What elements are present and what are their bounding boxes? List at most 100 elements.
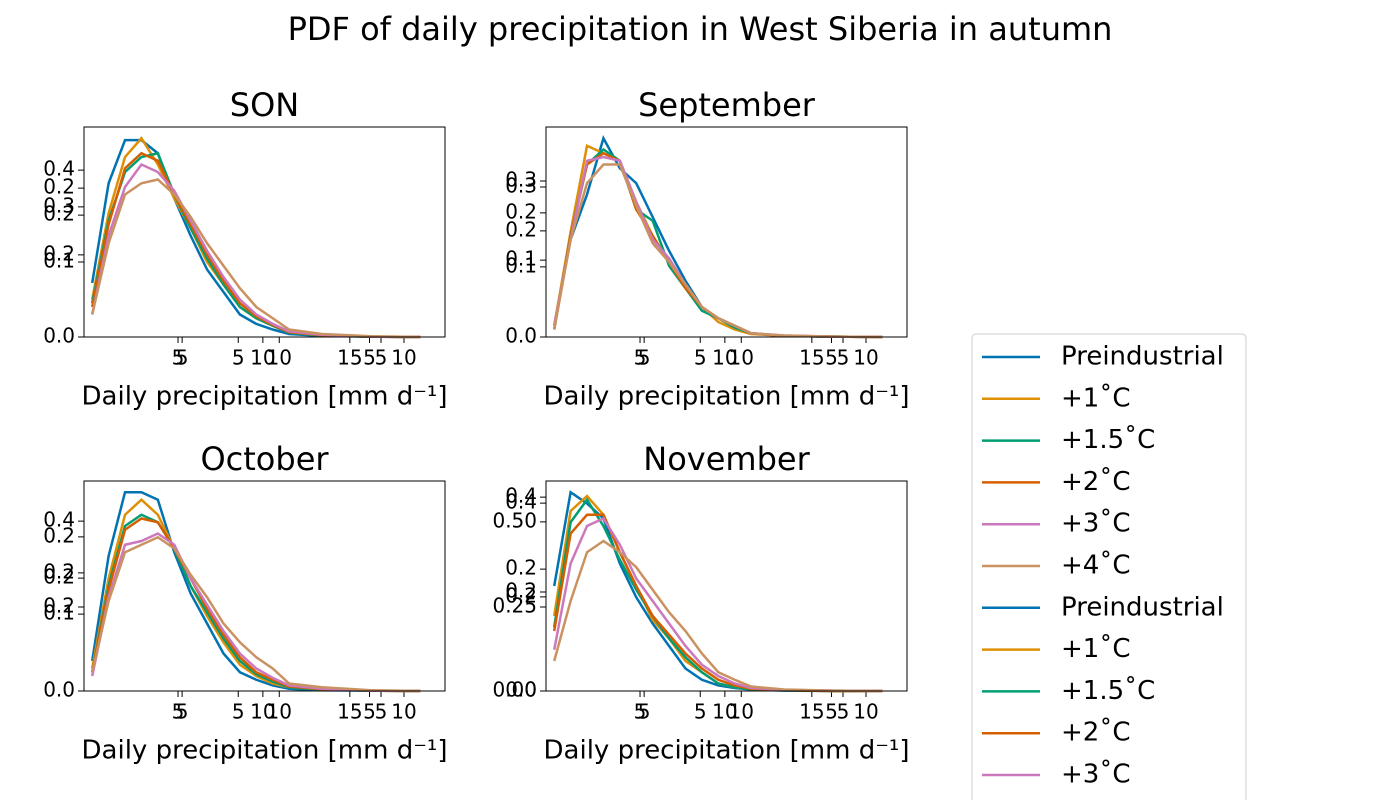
x-tick-label: 5 [634, 346, 647, 370]
y-tick-label: 0.2 [43, 175, 75, 199]
series-line [552, 143, 883, 339]
x-tick-label: 5 [363, 346, 376, 370]
x-tick-label: 5 [375, 346, 388, 370]
legend-label: Preindustrial [1061, 342, 1224, 372]
legend-label: +1˚C [1061, 634, 1130, 664]
y-tick-label: 0.25 [492, 594, 537, 618]
series-line [90, 151, 421, 339]
x-tick-label: 5 [837, 346, 850, 370]
series-line [552, 151, 883, 339]
x-tick-label: 5 [375, 700, 388, 724]
series-line [552, 134, 883, 339]
y-tick-label: 0.2 [43, 241, 75, 265]
y-tick-label: 0.50 [492, 508, 537, 532]
subplot-title: September [638, 86, 816, 124]
x-tick-label: 5 [363, 700, 376, 724]
y-tick-label: 0.4 [505, 484, 537, 508]
plot-frame [83, 480, 446, 692]
series-line [552, 155, 883, 339]
subplot-title: SON [230, 86, 299, 124]
y-tick-label: 0.2 [43, 594, 75, 618]
x-tick-label: 15 [799, 700, 824, 724]
y-tick-label: 0.0 [505, 678, 537, 702]
x-axis-label: Daily precipitation [mm d⁻¹] [82, 736, 448, 766]
subplot-title: November [643, 440, 810, 478]
figure-title: PDF of daily precipitation in West Siber… [288, 10, 1113, 48]
x-axis-label: Daily precipitation [mm d⁻¹] [544, 736, 910, 766]
y-tick-label: 0.4 [43, 508, 75, 532]
x-tick-label: 5 [825, 346, 838, 370]
legend-box [971, 333, 1247, 800]
series-line [90, 535, 421, 693]
y-tick-label: 0.2 [43, 559, 75, 583]
y-tick-label: 0.0 [43, 678, 75, 702]
x-tick-label: 10 [267, 346, 292, 370]
x-tick-label: 10 [250, 346, 275, 370]
y-tick-label: 0.0 [43, 324, 75, 348]
series-line [552, 539, 883, 693]
series-line [90, 498, 421, 693]
x-tick-label: 5 [837, 700, 850, 724]
y-tick-label: 0.1 [43, 601, 75, 625]
y-tick-label: 0.2 [505, 583, 537, 607]
y-tick-label: 0.3 [505, 174, 537, 198]
y-tick-label: 0.2 [505, 556, 537, 580]
x-axis-label: Daily precipitation [mm d⁻¹] [544, 382, 910, 412]
y-tick-label: 0.2 [43, 202, 75, 226]
x-tick-label: 5 [172, 700, 185, 724]
plot-frame [545, 126, 908, 338]
x-tick-label: 5 [232, 346, 245, 370]
x-tick-label: 5 [232, 700, 245, 724]
y-tick-label: 0.4 [505, 490, 537, 514]
legend-label: +3˚C [1061, 760, 1130, 790]
x-tick-label: 10 [267, 700, 292, 724]
legend-label: +3˚C [1061, 509, 1130, 539]
x-tick-label: 5 [638, 700, 651, 724]
y-tick-label: 0.1 [505, 253, 537, 277]
x-tick-label: 10 [712, 346, 737, 370]
series-line [90, 532, 421, 693]
y-tick-label: 0.00 [492, 678, 537, 702]
x-tick-label: 5 [176, 700, 189, 724]
legend-label: +1.5˚C [1061, 425, 1155, 455]
series-line [552, 490, 883, 693]
x-tick-label: 5 [176, 346, 189, 370]
y-tick-label: 0.3 [43, 193, 75, 217]
x-tick-label: 15 [799, 346, 824, 370]
legend-label: +2˚C [1061, 718, 1130, 748]
y-tick-label: 0.4 [43, 157, 75, 181]
x-axis-label: Daily precipitation [mm d⁻¹] [82, 382, 448, 412]
legend-label: Preindustrial [1061, 592, 1224, 622]
series-line [552, 497, 883, 693]
y-tick-label: 0.2 [505, 579, 537, 603]
series-line [90, 151, 421, 339]
legend-label: +1.5˚C [1061, 676, 1155, 706]
legend-label: +2˚C [1061, 467, 1130, 497]
series-line [552, 516, 883, 693]
y-tick-label: 0.0 [505, 324, 537, 348]
y-tick-label: 0.2 [505, 217, 537, 241]
x-tick-label: 10 [853, 346, 878, 370]
x-tick-label: 5 [634, 700, 647, 724]
subplot-title: October [200, 440, 329, 478]
x-tick-label: 10 [712, 700, 737, 724]
series-line [90, 491, 421, 693]
x-tick-label: 10 [729, 346, 754, 370]
legend-label: +1˚C [1061, 383, 1130, 413]
series-line [552, 163, 883, 339]
x-tick-label: 5 [694, 700, 707, 724]
series-line [552, 147, 883, 339]
y-tick-label: 0.2 [505, 199, 537, 223]
series-line [90, 178, 421, 339]
y-tick-label: 0.1 [505, 247, 537, 271]
x-tick-label: 5 [825, 700, 838, 724]
x-tick-label: 5 [638, 346, 651, 370]
y-tick-label: 0.1 [43, 249, 75, 273]
plot-frame [83, 126, 446, 338]
x-tick-label: 10 [853, 700, 878, 724]
plot-frame [545, 480, 908, 692]
y-tick-label: 0.3 [505, 168, 537, 192]
x-tick-label: 15 [337, 346, 362, 370]
y-tick-label: 0.2 [43, 565, 75, 589]
